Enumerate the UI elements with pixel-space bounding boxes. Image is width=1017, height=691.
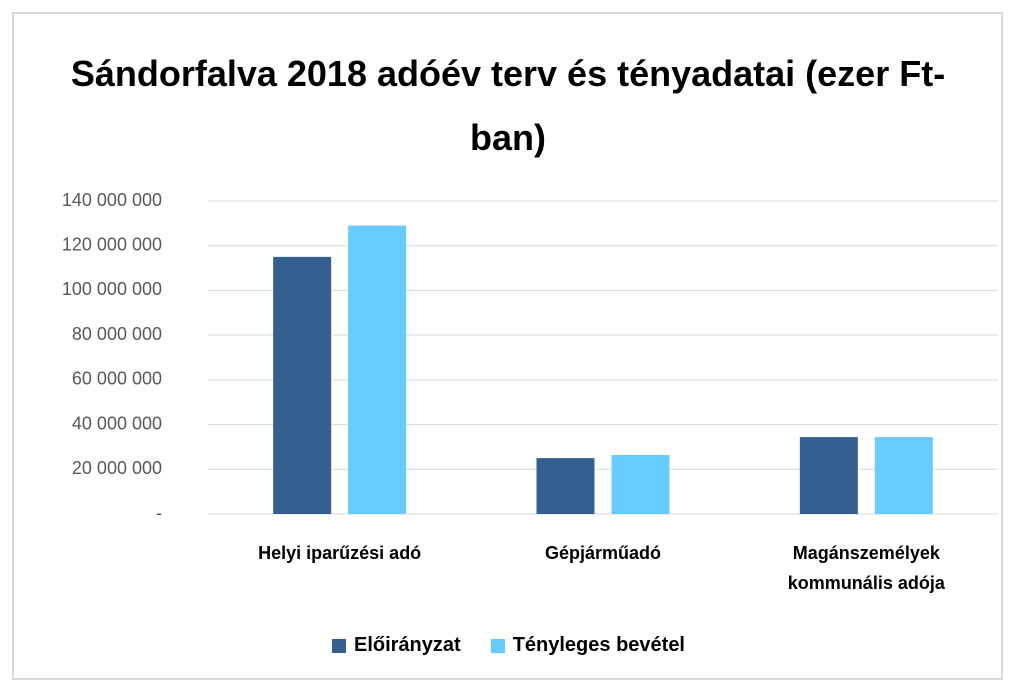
legend-swatch	[331, 638, 346, 653]
x-tick-label: Helyi iparűzési adó	[258, 543, 422, 563]
legend-label: Tényleges bevétel	[512, 634, 685, 656]
legend: Előirányzat Tényleges bevétel	[0, 634, 1017, 657]
y-tick-label: 80 000 000	[72, 324, 162, 344]
legend-label: Előirányzat	[353, 634, 461, 656]
bar	[348, 225, 407, 515]
bar	[799, 437, 858, 514]
chart-title: Sándorfalva 2018 adóév terv és tényadata…	[70, 53, 946, 158]
x-tick-label: Magánszemélyek kommunális adója	[787, 543, 945, 593]
chart-frame	[12, 12, 1003, 680]
y-tick-label: 40 000 000	[72, 413, 162, 433]
legend-item: Előirányzat	[331, 634, 461, 657]
bar	[874, 437, 933, 514]
y-tick-label: 120 000 000	[62, 234, 162, 254]
y-tick-label: 20 000 000	[72, 458, 162, 478]
bar	[611, 454, 670, 514]
y-tick-label: 60 000 000	[72, 369, 162, 389]
legend-swatch	[490, 638, 505, 653]
y-tick-label: 140 000 000	[62, 190, 162, 210]
bar	[536, 458, 595, 514]
bar	[273, 256, 332, 514]
x-tick-label: Gépjárműadó	[544, 543, 662, 563]
y-tick-label: -	[156, 503, 162, 523]
legend-item: Tényleges bevétel	[490, 634, 685, 657]
y-tick-label: 100 000 000	[62, 279, 162, 299]
